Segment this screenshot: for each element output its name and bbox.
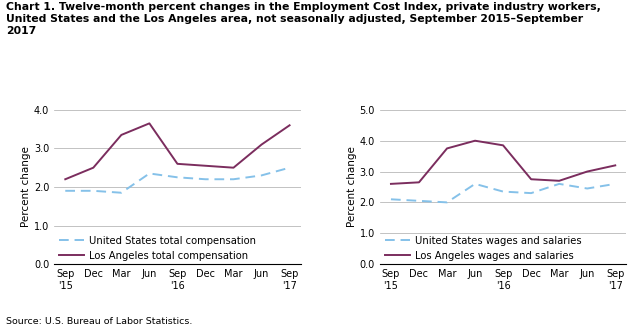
Los Angeles total compensation [174,162,181,166]
Los Angeles total compensation [90,166,97,170]
Y-axis label: Percent change: Percent change [21,147,31,227]
United States total compensation [174,175,181,179]
United States total compensation [286,166,293,170]
Los Angeles wages and salaries [499,143,507,147]
Los Angeles wages and salaries [443,146,451,150]
United States wages and salaries [443,200,451,204]
Los Angeles total compensation [118,133,125,137]
United States total compensation [146,172,153,175]
Los Angeles total compensation [202,164,209,168]
Line: United States wages and salaries: United States wages and salaries [391,184,615,202]
Los Angeles wages and salaries [527,177,535,181]
United States total compensation [62,189,69,193]
United States total compensation [230,177,237,181]
United States wages and salaries [471,182,479,186]
Line: Los Angeles total compensation: Los Angeles total compensation [66,123,289,179]
Los Angeles wages and salaries [415,180,423,184]
United States wages and salaries [555,182,563,186]
United States wages and salaries [499,190,507,194]
Los Angeles total compensation [62,177,69,181]
United States wages and salaries [387,197,395,201]
Los Angeles wages and salaries [387,182,395,186]
Legend: United States wages and salaries, Los Angeles wages and salaries: United States wages and salaries, Los An… [385,236,581,260]
United States wages and salaries [527,191,535,195]
Los Angeles total compensation [146,121,153,125]
United States total compensation [202,177,209,181]
Los Angeles wages and salaries [555,179,563,183]
United States wages and salaries [415,199,423,203]
Los Angeles wages and salaries [583,170,591,174]
Line: Los Angeles wages and salaries: Los Angeles wages and salaries [391,141,615,184]
United States total compensation [90,189,97,193]
United States total compensation [118,191,125,195]
United States total compensation [258,174,265,177]
United States wages and salaries [583,187,591,191]
Legend: United States total compensation, Los Angeles total compensation: United States total compensation, Los An… [59,236,256,260]
Los Angeles wages and salaries [471,139,479,143]
Text: Source: U.S. Bureau of Labor Statistics.: Source: U.S. Bureau of Labor Statistics. [6,318,193,326]
United States wages and salaries [611,182,619,186]
Text: Chart 1. Twelve-month percent changes in the Employment Cost Index, private indu: Chart 1. Twelve-month percent changes in… [6,2,601,36]
Los Angeles total compensation [286,123,293,127]
Y-axis label: Percent change: Percent change [347,147,357,227]
Los Angeles wages and salaries [611,163,619,167]
Line: United States total compensation: United States total compensation [66,168,289,193]
Los Angeles total compensation [258,143,265,147]
Los Angeles total compensation [230,166,237,170]
